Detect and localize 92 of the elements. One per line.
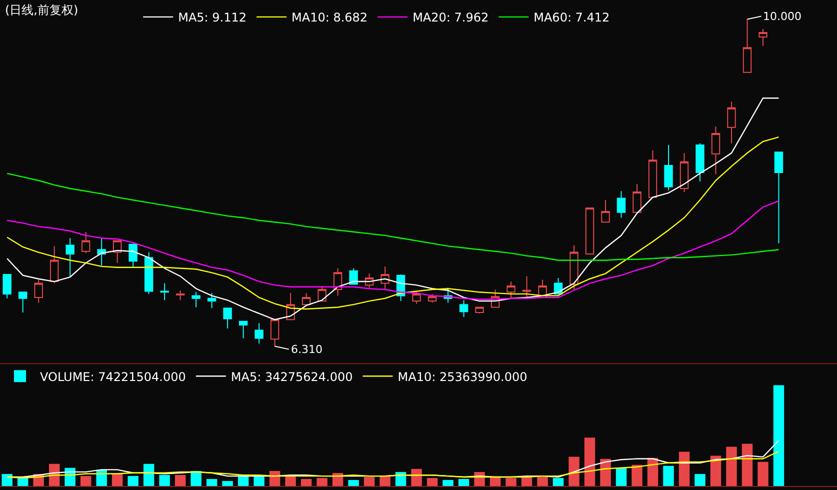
bar	[238, 476, 249, 486]
candlestick	[428, 293, 437, 304]
candlestick	[207, 292, 216, 309]
bar	[143, 464, 154, 486]
bar	[190, 470, 202, 486]
bar	[726, 446, 737, 486]
bar	[506, 478, 516, 486]
candlestick	[522, 276, 532, 298]
candlestick	[601, 200, 610, 223]
annotation: 10.000	[763, 10, 802, 23]
legend-label: VOLUME: 74221504.000	[40, 370, 186, 384]
candlestick	[302, 292, 311, 306]
candlestick	[459, 300, 468, 318]
bar	[742, 444, 753, 486]
bar	[206, 479, 218, 486]
candlestick	[34, 279, 43, 304]
candlestick	[50, 246, 59, 284]
bar	[490, 477, 501, 486]
bar	[80, 476, 92, 486]
candlestick	[66, 238, 74, 278]
candlestick	[475, 306, 484, 314]
bar	[616, 468, 627, 486]
candlestick	[238, 320, 248, 339]
candlestick	[318, 285, 326, 302]
candlestick	[81, 231, 90, 254]
bar	[316, 478, 328, 486]
candlestick	[506, 281, 516, 299]
candlestick	[774, 152, 784, 244]
bar	[269, 470, 280, 486]
bar	[411, 468, 422, 486]
candlestick	[680, 152, 689, 193]
bar	[758, 462, 768, 486]
candlestick	[192, 292, 200, 308]
legend-label: MA20: 7.962	[412, 10, 489, 25]
bar	[174, 474, 186, 486]
candlestick	[570, 244, 578, 291]
candlestick	[144, 252, 154, 294]
candlestick	[758, 28, 768, 46]
bar	[128, 476, 138, 486]
candlestick	[97, 238, 106, 266]
candlestick	[128, 244, 138, 267]
candlestick	[616, 190, 626, 218]
legend-label: MA10: 25363990.000	[398, 370, 528, 384]
bar	[663, 466, 674, 486]
bar	[632, 464, 642, 486]
candlestick	[112, 240, 122, 264]
candlestick	[412, 292, 421, 304]
chart-title: (日线,前复权)	[5, 3, 78, 17]
candlestick	[176, 290, 185, 301]
bar	[584, 438, 596, 486]
candlestick	[696, 142, 704, 182]
candlestick	[711, 126, 720, 175]
bar	[694, 474, 706, 486]
candlestick	[664, 144, 673, 191]
legend-label: MA5: 34275624.000	[230, 370, 353, 384]
bar	[537, 477, 548, 486]
bar	[285, 476, 296, 486]
candlestick	[349, 268, 358, 285]
bar	[678, 452, 690, 486]
bar	[348, 480, 359, 486]
legend-label: MA5: 9.112	[178, 10, 247, 25]
candlestick	[270, 318, 280, 347]
bar	[300, 479, 312, 486]
bar	[773, 385, 784, 486]
bar	[552, 478, 564, 486]
candlestick	[648, 150, 658, 198]
candlestick	[254, 322, 264, 344]
bar	[568, 456, 580, 486]
candlestick	[18, 292, 28, 314]
bar	[17, 478, 28, 486]
bar	[458, 479, 470, 486]
bar	[254, 476, 264, 486]
candlestick	[742, 18, 752, 73]
candlestick	[2, 274, 12, 299]
bar	[222, 481, 233, 486]
bar	[380, 476, 390, 486]
candlestick	[223, 308, 232, 329]
legend-label: MA60: 7.412	[534, 10, 610, 25]
candlestick	[585, 207, 594, 255]
annotation: 6.310	[291, 343, 322, 356]
bar	[710, 456, 722, 486]
bar	[442, 480, 454, 486]
candlestick	[160, 282, 169, 301]
bar	[112, 474, 123, 486]
bar	[426, 478, 438, 486]
candlestick	[727, 101, 736, 144]
bar	[159, 474, 170, 486]
candlestick	[632, 184, 642, 213]
bar	[2, 474, 12, 486]
bar	[364, 477, 375, 486]
legend-label: MA10: 8.682	[292, 10, 368, 25]
bar	[521, 477, 532, 486]
